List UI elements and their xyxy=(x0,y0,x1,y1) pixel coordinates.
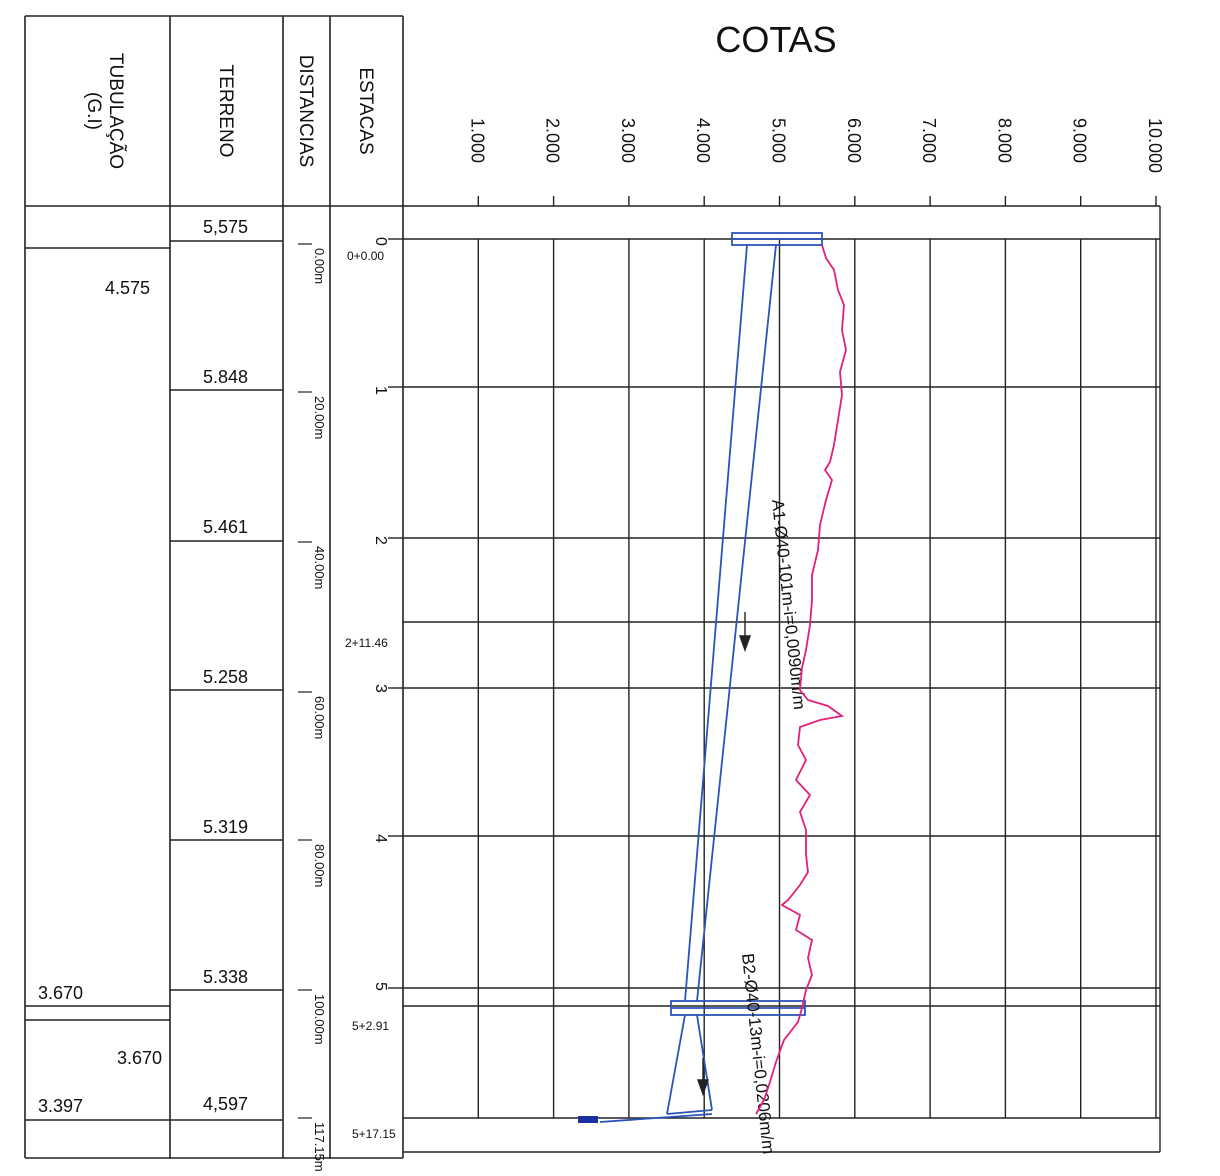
distancia-label: 20.00m xyxy=(312,396,327,439)
distancia-label: 60.00m xyxy=(312,696,327,739)
pipe-segment-label: A1-Ø40-101m-i=0,0090m/m xyxy=(768,498,809,710)
estaca-number: 1 xyxy=(372,386,389,395)
terreno-value: 5.258 xyxy=(203,667,248,687)
estacas-column: 0 1 2 3 4 5 0+0.00 2+11.46 5+2.91 5+17.1… xyxy=(345,237,396,1141)
cota-tick-label: 3.000 xyxy=(618,118,638,163)
terreno-value: 5.319 xyxy=(203,817,248,837)
pipe-wall-lower-b xyxy=(696,1014,713,1111)
header-tubulacao-gi: (G.I) xyxy=(83,92,104,130)
left-table-frame xyxy=(24,15,404,1159)
cota-tick-label: 9.000 xyxy=(1070,118,1090,163)
terreno-value: 5.338 xyxy=(203,967,248,987)
estaca-special: 5+2.91 xyxy=(352,1019,389,1033)
cota-tick-label: 10.000 xyxy=(1145,118,1165,173)
profile-grid xyxy=(388,205,1161,1153)
cota-axis: 1.000 2.000 3.000 4.000 5.000 6.000 7.000 8.000… xyxy=(467,118,1165,206)
distancia-label: 40.00m xyxy=(312,546,327,589)
pipe-segment-label: B2-Ø40-13m-i=0,0206m/m xyxy=(738,952,778,1155)
tubulacao-value: 4.575 xyxy=(105,278,150,298)
terreno-value: 5.461 xyxy=(203,517,248,537)
chart-title: COTAS xyxy=(715,19,836,60)
cota-tick-label: 5.000 xyxy=(769,118,789,163)
tubulacao-value: 3.670 xyxy=(38,983,83,1003)
cota-tick-label: 4.000 xyxy=(693,118,713,163)
terreno-value: 4,597 xyxy=(203,1094,248,1114)
pipe-wall-upper-b xyxy=(666,1014,686,1115)
distancia-label: 100.00m xyxy=(312,994,327,1045)
distancias-column: 0.00m 20.00m 40.00m 60.00m 80.00m 100.00… xyxy=(298,243,327,1172)
pipe-wall-upper xyxy=(684,244,748,1002)
header-tubulacao: TUBULAÇÃO xyxy=(105,53,127,169)
pipe-outlet xyxy=(599,1113,713,1123)
cota-tick-label: 8.000 xyxy=(994,118,1014,163)
flow-arrows xyxy=(697,612,751,1097)
estaca-special: 5+17.15 xyxy=(352,1127,396,1141)
table-headers: TUBULAÇÃO (G.I) TERRENO DISTANCIAS ESTAC… xyxy=(83,53,376,169)
terrain-profile-line xyxy=(755,244,847,1115)
cota-tick-label: 6.000 xyxy=(844,118,864,163)
terreno-value: 5.848 xyxy=(203,367,248,387)
header-estacas: ESTACAS xyxy=(355,67,376,154)
estaca-special: 2+11.46 xyxy=(345,636,388,650)
estaca-number: 4 xyxy=(372,834,389,843)
estaca-number: 3 xyxy=(372,684,389,693)
cota-tick-label: 7.000 xyxy=(919,118,939,163)
outlet-marker xyxy=(578,1116,598,1123)
estaca-special: 0+0.00 xyxy=(347,249,384,263)
tubulacao-values: 4.575 3.670 3.670 3.397 xyxy=(38,278,162,1116)
tubulacao-value: 3.397 xyxy=(38,1096,83,1116)
cota-tick-label: 2.000 xyxy=(543,118,563,163)
terreno-value: 5,575 xyxy=(203,217,248,237)
distancia-label: 80.00m xyxy=(312,844,327,887)
tubulacao-value: 3.670 xyxy=(117,1048,162,1068)
pipe-profile xyxy=(599,232,823,1123)
pipe-wall-lower xyxy=(696,244,777,1002)
estaca-number: 2 xyxy=(372,536,389,545)
header-distancias: DISTANCIAS xyxy=(295,55,316,168)
terreno-values: 5,575 5.848 5.461 5.258 5.319 5.338 4,59… xyxy=(203,217,248,1114)
estaca-number: 0 xyxy=(372,237,389,246)
estaca-number: 5 xyxy=(372,982,389,991)
distancia-label: 0.00m xyxy=(312,248,327,284)
header-terreno: TERRENO xyxy=(215,65,236,158)
cota-tick-label: 1.000 xyxy=(467,118,487,163)
distancia-label: 117.15m xyxy=(312,1122,327,1172)
